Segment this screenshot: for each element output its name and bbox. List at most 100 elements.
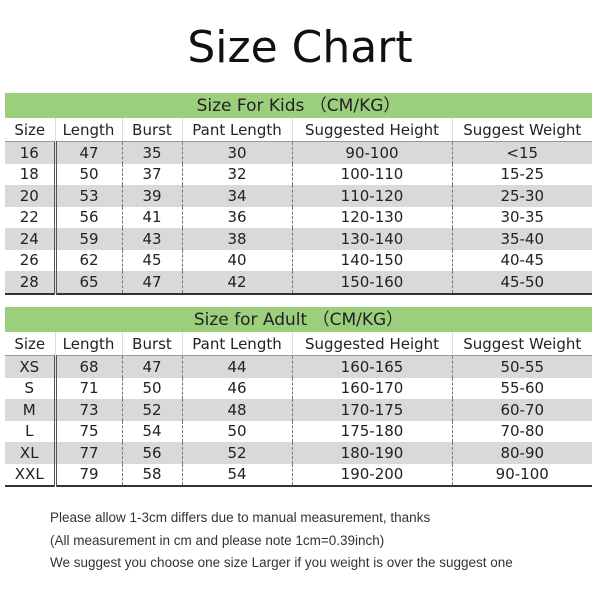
table-cell: 50 (181, 420, 292, 442)
table-cell: 100-110 (291, 163, 452, 185)
column-header: Suggested Height (291, 332, 452, 356)
table-cell: 20 (5, 185, 55, 207)
table-cell: 54 (181, 463, 292, 487)
table-cell: 70-80 (451, 420, 592, 442)
adult-size-table: Size Length Burst Pant Length Suggested Heig… (5, 332, 592, 487)
table-cell: L (25, 422, 34, 441)
note-size-suggestion: We suggest you choose one size Larger if… (50, 555, 513, 570)
table-cell: 160-170 (291, 377, 452, 399)
table-cell: 25-30 (451, 185, 592, 207)
table-cell: 71 (53, 377, 122, 399)
table-cell: 130-140 (291, 228, 452, 250)
table-cell: 55-60 (451, 377, 592, 399)
table-cell: 80-90 (451, 442, 592, 464)
table-row: L 75 54 50 175-180 70-80 (5, 420, 592, 442)
table-cell: 15-25 (451, 163, 592, 185)
table-cell: 150-160 (291, 271, 452, 295)
table-cell: 26 (19, 251, 39, 270)
table-cell: 43 (121, 228, 182, 250)
table-cell: 120-130 (291, 206, 452, 228)
table-cell: 47 (121, 355, 182, 378)
column-header: Suggest Weight (451, 332, 592, 356)
table-cell: 62 (53, 249, 122, 271)
table-cell: 35 (121, 141, 182, 164)
table-cell: 34 (181, 185, 292, 207)
column-header: Size (5, 118, 55, 142)
column-header: Suggest Weight (451, 118, 592, 142)
table-cell: 110-120 (291, 185, 452, 207)
table-cell: 90-100 (451, 463, 592, 487)
table-cell: 48 (181, 399, 292, 421)
table-cell: <15 (451, 141, 592, 164)
table-cell: 170-175 (291, 399, 452, 421)
table-row: 28 65 47 42 150-160 45-50 (5, 271, 592, 295)
column-header: Burst (121, 332, 182, 356)
table-cell: 160-165 (291, 355, 452, 378)
table-cell: 22 (19, 208, 39, 227)
table-cell: 58 (121, 463, 182, 487)
kids-size-section: Size For Kids （CM/KG） Size Length Burst Pan… (5, 93, 592, 295)
table-cell: 24 (5, 228, 55, 250)
column-header: Length (54, 332, 122, 356)
table-cell: 60-70 (451, 399, 592, 421)
table-cell: XL (5, 442, 55, 464)
kids-size-table: Size Length Burst Pant Length Suggested Heig… (5, 118, 592, 295)
table-cell: 37 (121, 163, 182, 185)
column-header: Pant Length (181, 332, 292, 356)
column-header: Size (5, 332, 55, 356)
table-cell: 40-45 (451, 249, 592, 271)
notes: Please allow 1-3cm differs due to manual… (50, 507, 513, 575)
table-cell: 190-200 (291, 463, 452, 487)
column-header: Pant Length (181, 118, 292, 142)
table-row: XL 77 56 52 180-190 80-90 (5, 442, 592, 464)
table-cell: 53 (53, 185, 122, 207)
adult-section-heading: Size for Adult （CM/KG） (5, 307, 592, 332)
table-cell: 44 (181, 355, 292, 378)
table-cell: 59 (53, 228, 122, 250)
note-measurement-tolerance: Please allow 1-3cm differs due to manual… (50, 510, 431, 525)
kids-section-heading: Size For Kids （CM/KG） (5, 93, 592, 118)
table-cell: 47 (121, 271, 182, 295)
column-header: Burst (121, 118, 182, 142)
table-row: 26 62 45 40 140-150 40-45 (5, 249, 592, 271)
table-cell: 47 (53, 141, 122, 164)
table-cell: 35-40 (451, 228, 592, 250)
table-cell: 40 (181, 249, 292, 271)
table-cell: 45-50 (451, 271, 592, 295)
note-units: (All measurement in cm and please note 1… (50, 532, 385, 548)
adult-size-section: Size for Adult （CM/KG） Size Length Burst Pa… (5, 307, 592, 487)
table-row: 24 59 43 38 130-140 35-40 (5, 228, 592, 250)
table-cell: 180-190 (291, 442, 452, 464)
table-cell: 52 (121, 399, 182, 421)
table-cell: 73 (53, 399, 122, 421)
table-row: XS 68 47 44 160-165 50-55 (5, 355, 592, 378)
table-cell: 175-180 (291, 420, 452, 442)
table-cell: 46 (181, 377, 292, 399)
header-row: Size Length Burst Pant Length Suggested Heig… (5, 118, 592, 142)
table-row: XXL 79 58 54 190-200 90-100 (5, 463, 592, 487)
table-row: 18 50 37 32 100-110 15-25 (5, 163, 592, 185)
table-cell: 28 (5, 271, 55, 295)
table-row: M 73 52 48 170-175 60-70 (5, 399, 592, 421)
table-cell: 18 (19, 165, 39, 184)
table-cell: S (24, 379, 35, 398)
table-cell: 54 (121, 420, 182, 442)
table-cell: 30-35 (451, 206, 592, 228)
table-cell: 68 (53, 355, 122, 378)
table-cell: 42 (181, 271, 292, 295)
table-cell: 56 (53, 206, 122, 228)
table-cell: 65 (53, 271, 122, 295)
table-cell: XS (5, 355, 55, 378)
column-header: Suggested Height (291, 118, 452, 142)
table-cell: 38 (181, 228, 292, 250)
table-cell: 79 (53, 463, 122, 487)
table-cell: M (5, 399, 55, 421)
table-cell: 140-150 (291, 249, 452, 271)
table-cell: 30 (181, 141, 292, 164)
table-row: 16 47 35 30 90-100 <15 (5, 141, 592, 164)
table-cell: 16 (5, 141, 55, 164)
column-header: Length (54, 118, 122, 142)
table-cell: 56 (121, 442, 182, 464)
header-row: Size Length Burst Pant Length Suggested Heig… (5, 332, 592, 356)
table-cell: 45 (121, 249, 182, 271)
